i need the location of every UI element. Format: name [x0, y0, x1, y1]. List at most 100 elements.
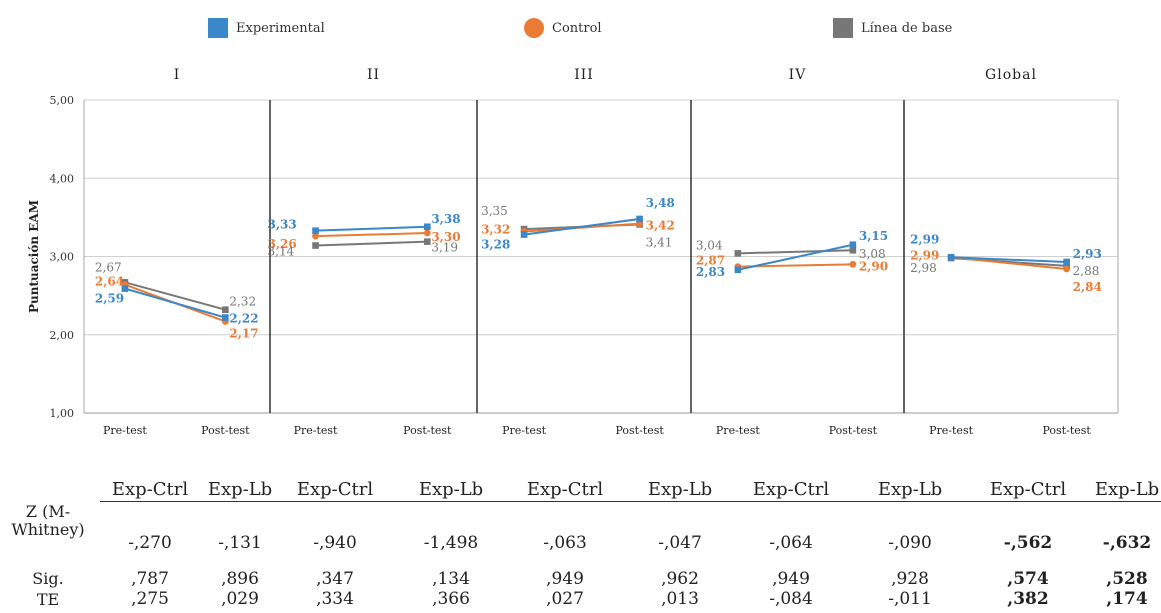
- stats-col-header: Exp-Ctrl: [111, 479, 189, 500]
- data-label: 3,08: [859, 247, 886, 261]
- y-tick-label: 3,00: [50, 251, 75, 264]
- x-tick-label: Pre-test: [294, 424, 338, 437]
- legend-control-swatch: [524, 18, 544, 38]
- stats-cell: ,134: [432, 569, 470, 589]
- stats-cell: ,382: [1007, 589, 1049, 609]
- data-label: 2,22: [229, 312, 258, 326]
- stats-row-label: Z (M-Whitney): [11, 502, 85, 539]
- panel-title: II: [367, 67, 380, 83]
- stats-cell: ,347: [316, 569, 354, 589]
- data-label: 3,33: [268, 218, 297, 232]
- stats-cell: ,949: [772, 569, 810, 589]
- stats-cell: -,064: [769, 533, 813, 553]
- stats-col-header: Exp-Ctrl: [526, 479, 604, 500]
- data-label: 2,99: [910, 248, 939, 262]
- stats-col-header: Exp-Ctrl: [752, 479, 830, 500]
- y-tick-label: 2,00: [50, 329, 75, 342]
- stats-cell: ,528: [1106, 569, 1148, 589]
- x-tick-label: Post-test: [201, 424, 250, 437]
- stats-cell: ,928: [891, 569, 929, 589]
- data-point: [312, 232, 319, 240]
- series-line: [951, 256, 1067, 263]
- legend-experimental-label: Experimental: [236, 20, 325, 36]
- data-label: 2,83: [696, 265, 725, 279]
- data-label: 3,15: [859, 229, 888, 243]
- data-label: 3,14: [268, 245, 295, 259]
- stats-cell: ,574: [1007, 569, 1049, 589]
- data-label: 2,87: [696, 254, 725, 268]
- series-line: [523, 217, 640, 236]
- stats-cell: ,013: [661, 589, 699, 609]
- x-tick-label: Post-test: [1042, 424, 1091, 437]
- data-label: 2,90: [859, 259, 888, 273]
- data-label: 2,98: [910, 261, 937, 275]
- data-label: 3,04: [696, 238, 723, 252]
- data-point: [1063, 258, 1070, 266]
- data-point: [312, 242, 319, 249]
- stats-cell: ,174: [1106, 589, 1148, 609]
- data-point: [636, 215, 643, 223]
- series-line: [124, 287, 226, 319]
- data-label: 2,93: [1073, 247, 1102, 261]
- stats-cell: ,962: [661, 569, 699, 589]
- legend-baseline-label: Línea de base: [861, 20, 953, 36]
- legend-baseline: Línea de base: [833, 14, 952, 42]
- stats-col-header: Exp-Lb: [207, 479, 273, 500]
- stats-cell: -,632: [1102, 533, 1152, 553]
- panel-title: IV: [789, 67, 807, 83]
- data-label: 3,42: [646, 219, 675, 233]
- stats-cell: -,940: [313, 533, 357, 553]
- stats-col-header: Exp-Lb: [418, 479, 484, 500]
- series-line: [315, 240, 428, 247]
- data-label: 3,35: [481, 204, 508, 218]
- legend-control-label: Control: [552, 20, 602, 36]
- data-point: [849, 246, 857, 254]
- data-label: 2,64: [95, 275, 124, 289]
- data-label: 2,84: [1073, 280, 1102, 294]
- series-line: [315, 232, 428, 238]
- data-point: [222, 306, 229, 314]
- stats-cell: -,562: [1003, 533, 1053, 553]
- stats-col-header: Exp-Lb: [647, 479, 713, 500]
- legend-experimental: Experimental: [208, 14, 325, 42]
- legend-control: Control: [524, 14, 602, 42]
- data-point: [424, 223, 431, 231]
- stats-cell: ,027: [546, 589, 584, 609]
- x-tick-label: Pre-test: [716, 424, 760, 437]
- y-tick-label: 4,00: [50, 172, 75, 185]
- x-tick-label: Pre-test: [103, 424, 147, 437]
- stats-cell: ,275: [131, 589, 169, 609]
- stats-cell: ,366: [432, 589, 470, 609]
- y-tick-label: 1,00: [50, 407, 75, 420]
- stats-col-header: Exp-Ctrl: [296, 479, 374, 500]
- data-point: [121, 285, 129, 292]
- stats-header-rule: [100, 501, 1161, 502]
- series-line: [950, 256, 1067, 271]
- series-line: [737, 249, 853, 255]
- panel-title: I: [174, 67, 181, 83]
- stats-cell: ,334: [316, 589, 354, 609]
- stats-table: Exp-Ctrl Exp-Lb Exp-Ctrl Exp-Lb Exp-Ctrl Exp-…: [0, 465, 1161, 613]
- data-label: 3,26: [268, 237, 297, 251]
- data-label: 2,59: [95, 292, 124, 306]
- data-label: 3,41: [646, 235, 673, 249]
- stats-cell: -,063: [543, 533, 587, 553]
- x-tick-label: Post-test: [615, 424, 664, 437]
- data-label: 3,28: [481, 238, 510, 252]
- stats-cell: -,270: [128, 533, 172, 553]
- data-label: 3,38: [431, 212, 460, 226]
- panel-title: III: [574, 67, 594, 83]
- data-point: [424, 238, 431, 245]
- data-label: 3,32: [481, 222, 510, 236]
- data-label: 3,30: [431, 230, 460, 244]
- data-label: 3,19: [431, 241, 458, 255]
- y-tick-label: 5,00: [50, 94, 75, 107]
- data-point: [734, 250, 742, 257]
- stats-cell: -,084: [769, 589, 813, 609]
- legend-experimental-swatch: [208, 18, 228, 38]
- x-tick-label: Post-test: [403, 424, 452, 437]
- data-point: [947, 253, 955, 261]
- stats-cell: -,090: [888, 533, 932, 553]
- stats-row-label: Sig.: [32, 569, 64, 588]
- stats-col-header: Exp-Ctrl: [989, 479, 1067, 500]
